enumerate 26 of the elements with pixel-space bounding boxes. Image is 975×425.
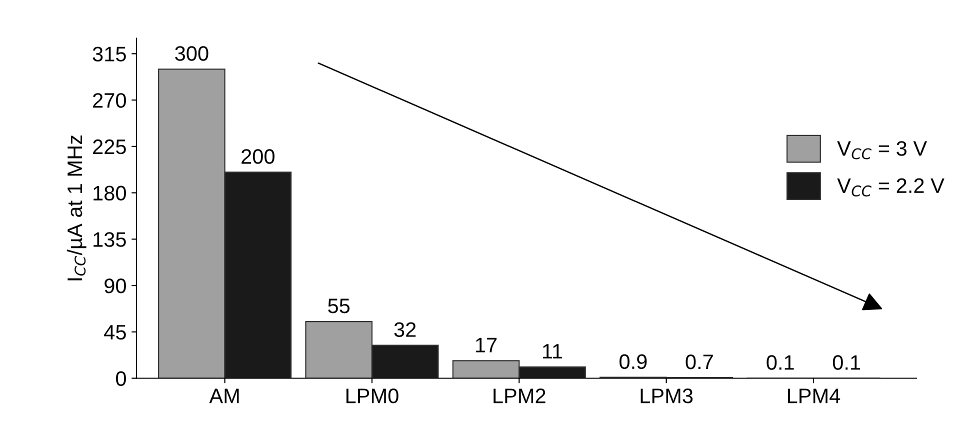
x-tick-label: LPM4 <box>788 388 840 404</box>
data-label: 0.7 <box>686 354 713 370</box>
data-label: 300 <box>175 46 208 61</box>
y-tick-label: 225 <box>93 139 126 154</box>
data-label: 0.1 <box>832 355 860 370</box>
y-tick-label: 180 <box>94 186 126 201</box>
data-label: 0.9 <box>620 354 647 370</box>
data-label: 17 <box>476 338 497 352</box>
y-tick-label: 0 <box>116 371 126 386</box>
data-label: 11 <box>543 344 562 358</box>
data-label: 55 <box>328 298 350 314</box>
y-tick-label: 315 <box>92 46 126 62</box>
x-tick-label: LPM2 <box>494 388 546 404</box>
x-tick-label: LPM0 <box>346 388 398 404</box>
legend-label: V$_{CC}$ = 3 V <box>837 141 928 160</box>
y-tick-label: 135 <box>94 232 126 247</box>
data-label: 200 <box>242 149 274 164</box>
y-tick-label: 45 <box>104 325 126 340</box>
y-tick-label: 90 <box>104 278 126 294</box>
y-tick-label: 270 <box>93 93 126 108</box>
y-axis-title: I$_{CC}$/µA at 1 MHz <box>66 135 86 280</box>
x-tick-label: LPM3 <box>640 388 693 404</box>
data-label: 32 <box>394 322 416 337</box>
legend-label: V$_{CC}$ = 2.2 V <box>837 178 944 196</box>
x-tick-label: AM <box>209 388 239 404</box>
data-label: 0.1 <box>766 355 794 370</box>
